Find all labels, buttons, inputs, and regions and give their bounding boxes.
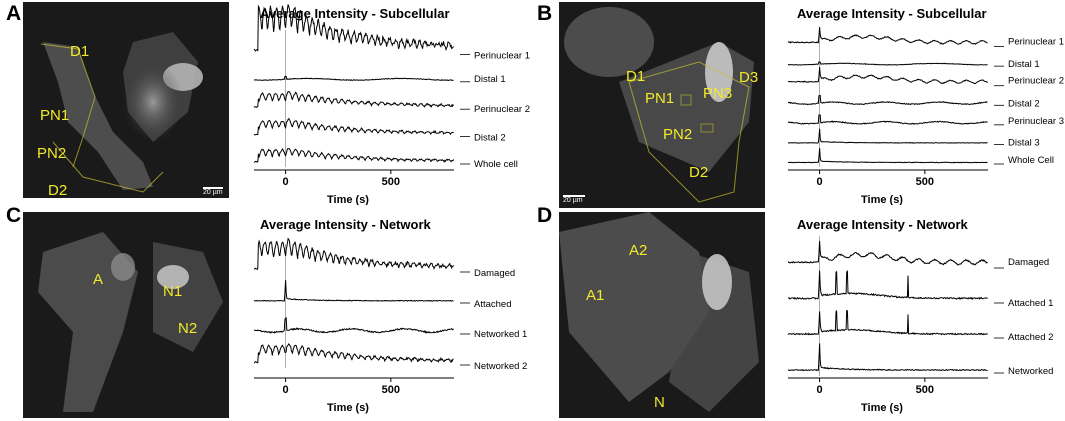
series-line [253,316,454,334]
series-line [787,148,988,164]
cell-label-pn1: PN1 [645,90,675,107]
x-axis-label: Time (s) [861,194,903,205]
chart-b: Average Intensity - Subcellular Perinucle… [787,6,1064,205]
series-line [253,280,454,302]
micrograph-b: D1 PN1 PN3 D3 PN2 D2 20 µm [559,2,765,208]
series-line [787,61,988,66]
series-label: Perinuclear 1 [1008,37,1064,48]
cell-label-pn2: PN2 [37,145,67,162]
x-tick-label: 500 [916,384,934,396]
cell-label-d1: D1 [70,43,90,60]
series-line [253,237,454,271]
scale-label: 20 µm [203,189,223,196]
series-label: Networked 2 [474,361,527,372]
series-label: Distal 3 [1008,137,1040,148]
x-tick-label: 500 [382,384,400,396]
series-line [787,240,988,266]
chart-a: Average Intensity - Subcellular Perinucle… [253,4,530,205]
series-label: Distal 1 [474,74,506,85]
series-line [253,343,454,364]
cell-label-n: N [654,394,665,411]
chart-title: Average Intensity - Network [797,217,969,232]
series-label: Distal 1 [1008,59,1040,70]
panel-label-d: D [537,204,553,227]
chart-c: Average Intensity - Network Damaged Attach… [253,217,527,414]
micrograph-d: A2 A1 N [559,212,765,418]
scale-bar [203,187,223,189]
cell-label-a: A [93,271,104,288]
series-line [787,343,988,372]
series-label: Distal 2 [1008,98,1040,109]
cell-label-d2: D2 [48,182,68,198]
series-label: Attached 1 [1008,298,1053,309]
x-axis-label: Time (s) [327,194,369,205]
x-tick-label: 0 [283,176,289,188]
series-label: Perinuclear 2 [1008,76,1064,87]
series-label: Damaged [474,268,515,279]
series-label: Networked [1008,366,1053,377]
cell-label-d3: D3 [739,69,759,86]
series-label: Whole Cell [1008,155,1054,166]
cell-label-pn1: PN1 [40,107,70,124]
x-tick-label: 500 [382,176,400,188]
cell-label-n1: N1 [163,283,183,300]
series-line [253,75,454,82]
series-label: Damaged [1008,257,1049,268]
series-label: Networked 1 [474,329,527,340]
panel-label-c: C [6,204,22,227]
x-axis-label: Time (s) [861,402,903,414]
scale-label: 20 µm [563,197,583,204]
series-line [787,309,988,336]
cell-label-n2: N2 [178,320,198,337]
x-tick-label: 500 [916,176,934,188]
micrograph-d-image [559,212,759,412]
series-label: Attached 2 [1008,332,1053,343]
micrograph-a: D1 PN1 PN2 D2 20 µm [23,2,229,198]
scale-bar [563,195,585,197]
series-line [787,128,988,144]
panel-label-a: A [6,2,22,25]
x-axis-label: Time (s) [327,402,369,414]
series-line [787,26,988,45]
cell-label-a2: A2 [629,242,648,259]
series-label: Attached [474,299,512,310]
micrograph-a-image [40,32,203,193]
micrograph-c-image [38,232,223,412]
series-line [787,94,988,106]
chart-title: Average Intensity - Network [260,217,432,232]
series-line [253,4,454,52]
cell-label-pn2: PN2 [663,126,693,143]
series-line [253,117,454,136]
series-label: Whole cell [474,159,518,170]
x-tick-label: 0 [283,384,289,396]
chart-d: Average Intensity - Network Damaged Attach… [787,217,1053,414]
x-tick-label: 0 [817,176,823,188]
x-tick-label: 0 [817,384,823,396]
series-line [787,114,988,125]
cell-label-d1: D1 [626,68,646,85]
chart-title: Average Intensity - Subcellular [260,6,450,21]
cell-label-d2: D2 [689,164,709,181]
series-label: Distal 2 [474,133,506,144]
micrograph-b-image [564,7,754,203]
series-label: Perinuclear 2 [474,104,530,115]
series-line [253,148,455,164]
chart-title: Average Intensity - Subcellular [797,6,987,21]
series-line [787,270,988,301]
cell-label-pn3: PN3 [703,85,733,102]
series-label: Perinuclear 1 [474,50,530,61]
micrograph-c: A N1 N2 [23,212,229,418]
series-line [787,67,988,85]
series-label: Perinuclear 3 [1008,116,1064,127]
cell-label-a1: A1 [586,287,605,304]
series-line [253,90,454,109]
panel-label-b: B [537,2,553,25]
